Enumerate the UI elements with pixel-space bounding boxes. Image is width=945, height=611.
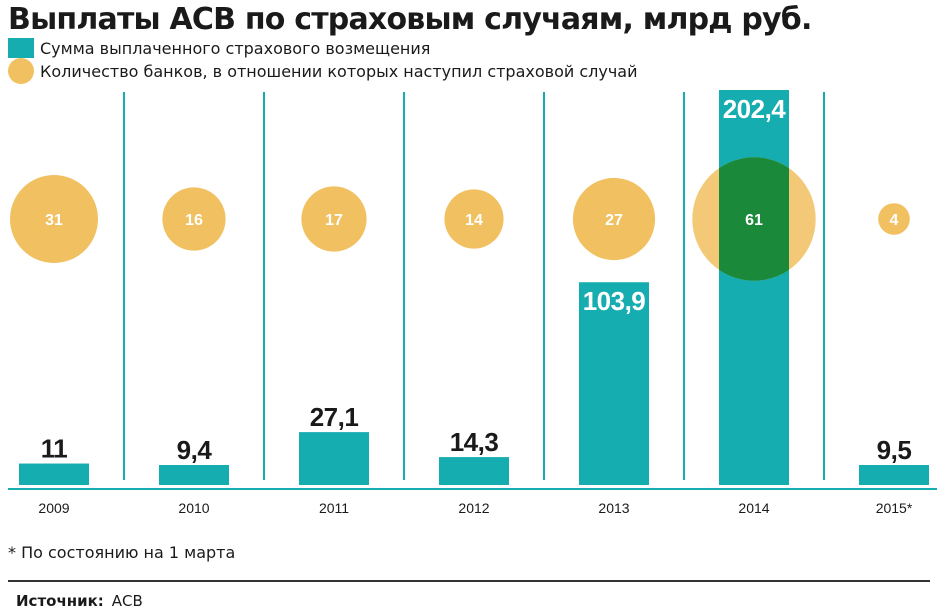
x-tick-label: 2012 (458, 500, 489, 516)
source-value: АСВ (111, 592, 143, 610)
legend-bar-swatch (8, 38, 34, 58)
bar (439, 457, 509, 485)
bubble (301, 186, 367, 252)
bubble-overlap (719, 157, 789, 281)
bar-value-label: 14,3 (450, 427, 499, 457)
chart-title: Выплаты АСВ по страховым случаям, млрд р… (8, 2, 812, 37)
bar (159, 465, 229, 485)
bubble (162, 187, 226, 251)
legend-item-bars: Сумма выплаченного страхового возмещения (8, 37, 430, 59)
bubble-value-label: 17 (325, 212, 343, 229)
legend-circles-label: Количество банков, в отношении которых н… (40, 61, 638, 81)
bar (299, 432, 369, 485)
bar-value-label: 202,4 (723, 94, 787, 124)
bubble-value-label: 14 (465, 212, 483, 229)
x-tick-label: 2013 (598, 500, 629, 516)
bar-value-label: 103,9 (583, 286, 646, 316)
bubble-value-label: 61 (745, 212, 763, 229)
source-label: Источник: (16, 592, 104, 610)
bar-value-label: 9,4 (177, 435, 213, 465)
bubble (572, 177, 656, 261)
x-tick-label: 2014 (738, 500, 769, 516)
bubble (444, 189, 504, 249)
bar-value-label: 27,1 (310, 402, 359, 432)
bubble-value-label: 31 (45, 212, 63, 229)
legend-circle-swatch (8, 58, 34, 84)
source-line: Источник: АСВ (16, 592, 143, 610)
bar (859, 465, 929, 485)
bar (719, 90, 789, 485)
legend-item-circles: Количество банков, в отношении которых н… (8, 58, 638, 84)
x-tick-label: 2009 (38, 500, 69, 516)
legend-bars-label: Сумма выплаченного страхового возмещения (40, 38, 431, 58)
x-tick-label: 2010 (178, 500, 209, 516)
x-tick-label: 2015* (876, 500, 913, 516)
bubble-value-label: 27 (605, 212, 623, 229)
bar-value-label: 11 (41, 434, 68, 464)
bubble (878, 203, 910, 235)
bar (19, 463, 89, 485)
bubble (10, 175, 98, 263)
bubble-value-label: 4 (890, 212, 899, 229)
bar-value-label: 9,5 (877, 435, 912, 465)
footnote: * По состоянию на 1 марта (8, 543, 236, 562)
x-tick-label: 2011 (319, 500, 349, 516)
bubble-value-label: 16 (185, 212, 203, 229)
divider-line (8, 580, 930, 582)
bar (579, 282, 649, 485)
